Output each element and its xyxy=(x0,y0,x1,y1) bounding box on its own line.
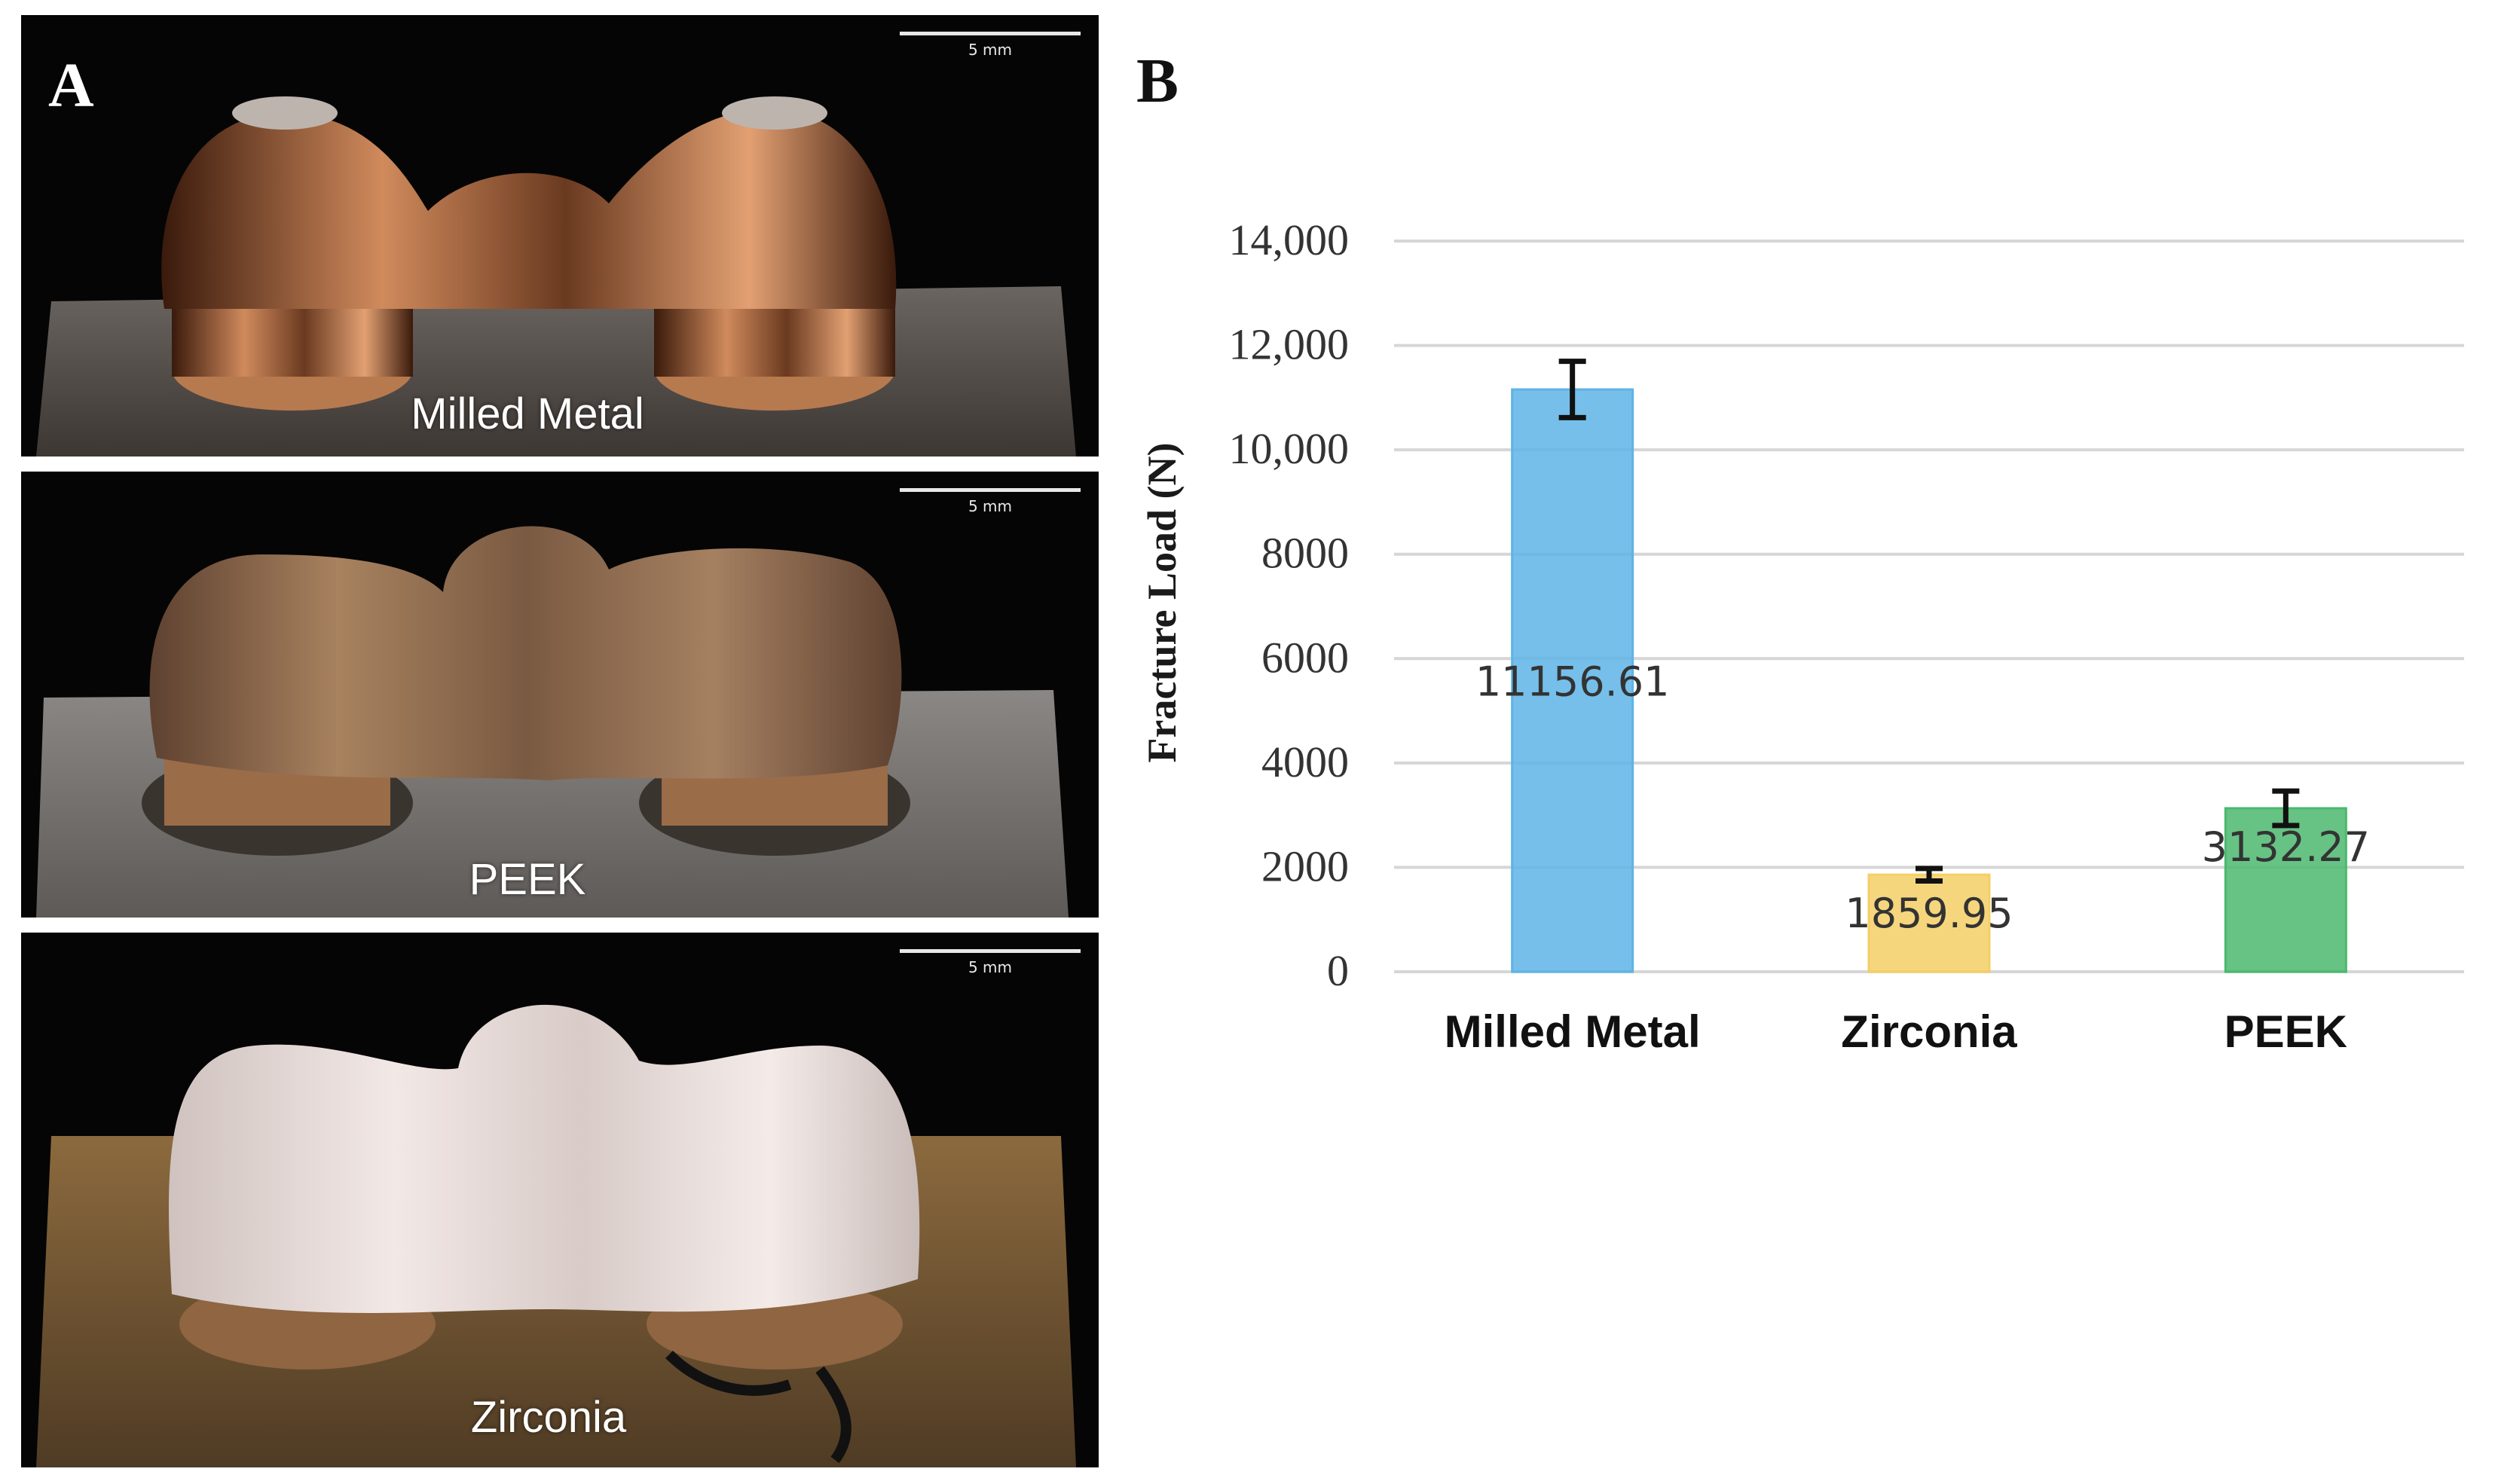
value-labels: 11156.61 1859.95 3132.27 xyxy=(1475,658,2370,938)
zirconia-bridge-image xyxy=(21,933,1099,1467)
y-tick-label: 14,000 xyxy=(1229,215,1350,264)
y-tick-label: 2000 xyxy=(1261,841,1349,890)
bars xyxy=(1511,388,2347,973)
scale-bar: 5 mm xyxy=(900,488,1081,518)
photo-zirconia: 5 mm Zirconia xyxy=(21,933,1099,1467)
y-tick-label: 0 xyxy=(1327,946,1349,995)
x-axis-ticks: Milled Metal Zirconia PEEK xyxy=(1445,1006,2347,1057)
value-label: 1859.95 xyxy=(1845,890,2013,937)
error-bars xyxy=(1558,359,2300,884)
y-tick-label: 4000 xyxy=(1261,737,1349,786)
value-label: 3132.27 xyxy=(2202,823,2370,871)
milled-metal-bridge-image xyxy=(21,15,1099,456)
panel-a-label: A xyxy=(48,50,94,121)
bar xyxy=(1867,873,1991,973)
bar xyxy=(1511,388,1634,973)
x-tick-label: Milled Metal xyxy=(1445,1006,1701,1057)
photo-label-peek: PEEK xyxy=(469,855,586,904)
scale-bar: 5 mm xyxy=(900,32,1081,62)
y-tick-label: 12,000 xyxy=(1229,320,1350,369)
x-tick-label: PEEK xyxy=(2224,1006,2347,1057)
panel-b-label: B xyxy=(1136,46,1179,116)
fracture-load-bar-chart: 0 2000 4000 6000 8000 10,000 12,000 14,000 1115… xyxy=(1139,215,2464,1057)
photo-label-zirconia: Zirconia xyxy=(470,1393,627,1442)
y-tick-label: 6000 xyxy=(1261,633,1349,682)
photo-peek: 5 mm PEEK xyxy=(21,472,1099,918)
photo-label-milled-metal: Milled Metal xyxy=(411,389,644,438)
y-tick-label: 10,000 xyxy=(1229,424,1350,473)
y-axis-label: Fracture Load (N) xyxy=(1139,443,1185,763)
peek-bridge-image xyxy=(21,472,1099,918)
photo-milled-metal: 5 mm Milled Metal xyxy=(21,15,1099,456)
x-tick-label: Zirconia xyxy=(1841,1006,2017,1057)
y-axis-ticks: 0 2000 4000 6000 8000 10,000 12,000 14,000 xyxy=(1229,215,1350,995)
value-label: 11156.61 xyxy=(1475,658,1670,706)
y-tick-label: 8000 xyxy=(1261,529,1349,578)
scale-bar: 5 mm xyxy=(900,949,1081,979)
bar xyxy=(2224,807,2347,973)
